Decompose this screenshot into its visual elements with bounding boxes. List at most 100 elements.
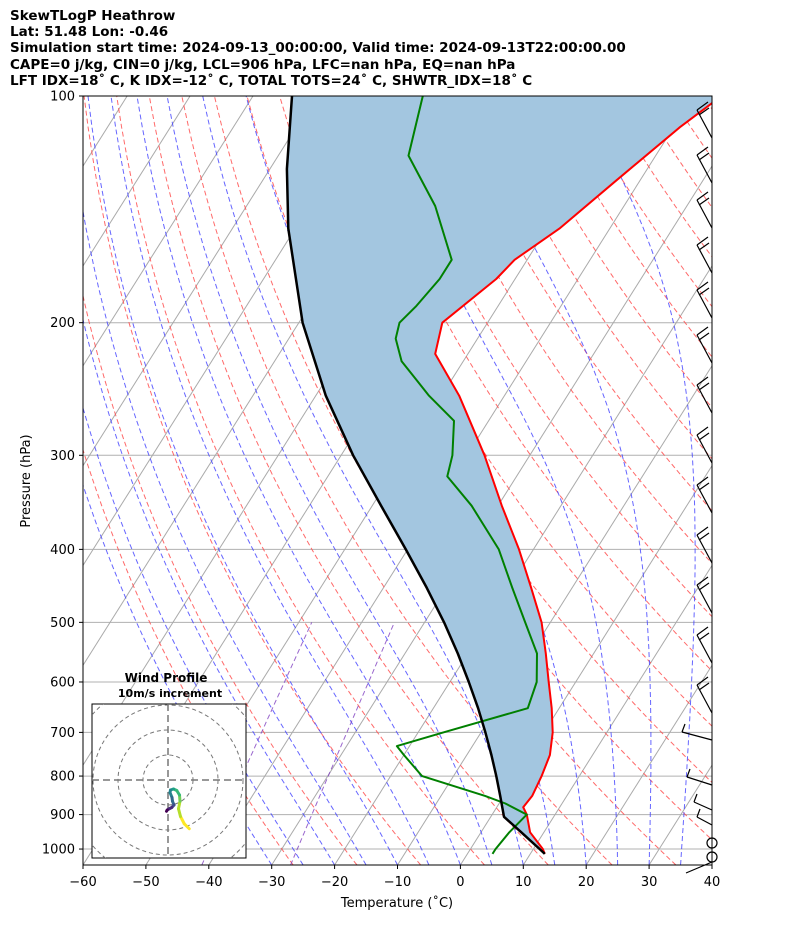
moist-adiabat [369, 96, 619, 865]
x-tick-label: 10 [515, 875, 532, 890]
wind-barbs [681, 101, 718, 874]
wind-barb-flag [696, 191, 709, 201]
wind-barb [696, 326, 713, 364]
moist-adiabat [166, 96, 493, 865]
hodograph-title: Wind Profile [125, 671, 208, 685]
wind-barb-flag [698, 582, 710, 591]
dry-adiabat [279, 96, 712, 784]
isotherm-line [83, 96, 191, 267]
dry-adiabat [604, 96, 712, 258]
x-tick-label: −40 [195, 875, 222, 890]
dry-adiabat [702, 96, 712, 111]
moist-adiabat [110, 96, 430, 865]
dry-adiabat [736, 96, 794, 865]
moist-adiabat [744, 96, 794, 865]
wind-barb-flag [696, 101, 709, 111]
dry-adiabat [637, 96, 712, 209]
y-tick-label: 300 [50, 449, 75, 464]
wind-barb-flag [696, 281, 709, 291]
wind-barb [696, 191, 713, 229]
dry-adiabat [83, 293, 358, 865]
isotherm-line [648, 764, 712, 865]
cape-cin-shading [286, 96, 712, 854]
wind-barb [696, 146, 713, 184]
wind-barb-flag [698, 197, 710, 206]
axes: −60 −50 −40 −30 −20 −10 0 10 20 30 40 1000 900 800 700… [42, 90, 720, 891]
isotherm-line [271, 165, 712, 865]
chart-title: SkewTLogP Heathrow [10, 8, 176, 24]
y-tick-label: 400 [50, 543, 75, 558]
convective-params-text: CAPE=0 j/kg, CIN=0 j/kg, LCL=906 hPa, LF… [10, 56, 516, 73]
moist-adiabat [580, 96, 696, 865]
chart-header: SkewTLogP Heathrow Lat: 51.48 Lon: -0.46… [10, 8, 626, 89]
isotherm-line [334, 265, 712, 865]
wind-barb-flag [696, 676, 709, 686]
x-tick-label: −10 [384, 875, 411, 890]
wind-barb-flag [698, 682, 710, 691]
wind-barb-flag [696, 576, 709, 586]
x-axis-label: Temperature (˚C) [340, 895, 453, 911]
wind-barb [696, 626, 713, 664]
moist-adiabat [202, 96, 524, 865]
wind-barb-flag [698, 432, 710, 441]
x-tick-label: −60 [69, 875, 96, 890]
wind-barb-flag [698, 242, 710, 251]
moist-adiabat [711, 859, 712, 865]
hodograph-plot [92, 704, 246, 858]
hodograph-trace-segment [165, 808, 169, 813]
dry-adiabat [116, 96, 485, 865]
wind-barb [696, 101, 713, 139]
y-tick-label: 500 [50, 616, 75, 631]
wind-barb-staff [693, 801, 713, 811]
background-lines [0, 96, 794, 865]
y-tick-label: 100 [50, 90, 75, 105]
moist-adiabat [83, 317, 336, 865]
wind-barb-flag [696, 626, 709, 636]
location-text: Lat: 51.48 Lon: -0.46 [10, 24, 169, 41]
wind-barb-staff [686, 776, 713, 786]
dry-adiabat [148, 96, 549, 865]
sounding-profiles [285, 96, 712, 855]
wind-barb-flag [698, 287, 710, 296]
wind-barb-flag [696, 326, 709, 336]
wind-barb-flag [696, 808, 701, 818]
wind-barb [696, 808, 713, 826]
simulation-time-text: Simulation start time: 2024-09-13_00:00:… [10, 40, 626, 57]
wind-barb-staff [681, 731, 713, 741]
wind-barb [696, 576, 713, 614]
y-tick-label: 900 [50, 808, 75, 823]
stability-indices-text: LFT IDX=18˚ C, K IDX=-12˚ C, TOTAL TOTS=… [10, 72, 533, 89]
isotherm-line [711, 864, 712, 865]
wind-barb-flag [693, 793, 698, 803]
wind-barb-staff [685, 861, 713, 874]
isotherm-line [522, 564, 712, 865]
wind-barb [696, 526, 713, 564]
isotherm-line [0, 96, 1, 865]
wind-barb-flag [698, 482, 710, 491]
dry-adiabat [83, 96, 422, 865]
wind-barb [696, 236, 713, 274]
dry-adiabat [670, 96, 712, 159]
moist-adiabat [83, 406, 304, 865]
y-tick-label: 700 [50, 726, 75, 741]
wind-barb [696, 376, 713, 414]
wind-barb-flag [698, 332, 710, 341]
wind-barb-flag [698, 632, 710, 641]
mixing-ratio-line [290, 622, 395, 865]
hodograph-subtitle: 10m/s increment [118, 687, 222, 700]
wind-barb-flag [698, 107, 710, 116]
moist-adiabat [87, 96, 398, 865]
wind-barb-flag [698, 532, 710, 541]
x-tick-label: −20 [321, 875, 348, 890]
wind-barb-flag [696, 476, 709, 486]
y-tick-label: 800 [50, 770, 75, 785]
x-tick-label: 30 [641, 875, 658, 890]
wind-barb-flag [681, 723, 686, 733]
x-tick-label: −30 [258, 875, 285, 890]
wind-barb-flag [696, 146, 709, 156]
wind-barb-flag [696, 526, 709, 536]
wind-barb [686, 768, 713, 786]
wind-barb [696, 426, 713, 464]
moist-adiabat [459, 96, 652, 865]
